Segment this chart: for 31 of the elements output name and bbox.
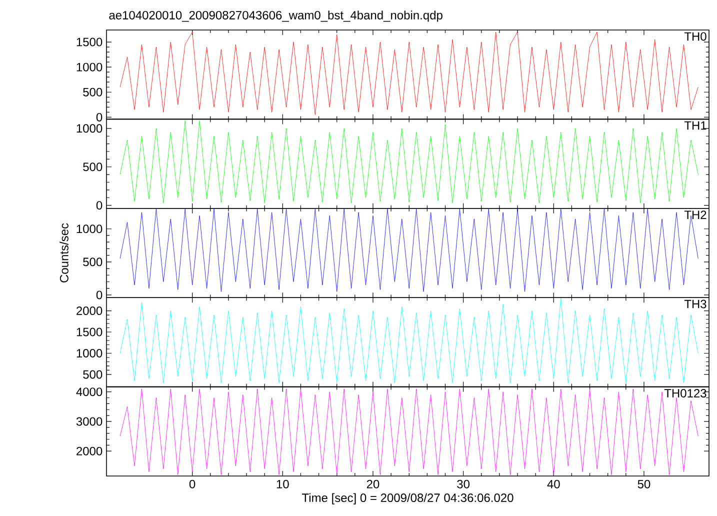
y-tick-label: 500 — [83, 370, 102, 379]
y-tick-label: 500 — [83, 88, 102, 96]
y-tick-label: 1500 — [76, 328, 102, 336]
x-tick-label: 40 — [547, 480, 560, 488]
y-tick-label: 4000 — [76, 388, 102, 396]
y-tick-label: 500 — [83, 258, 102, 266]
x-tick-label: 50 — [638, 480, 650, 488]
y-tick-label: 1000 — [76, 349, 102, 358]
chart-title: ae104020010_20090827043606_wam0_bst_4band_nobin.qdp — [109, 10, 442, 22]
series-label: TH3 — [684, 300, 706, 308]
x-tick-label: 10 — [276, 480, 289, 488]
series-label: TH2 — [684, 210, 706, 219]
x-tick-label: 20 — [366, 480, 380, 488]
y-tick-label: 500 — [83, 162, 102, 172]
x-tick-label: 30 — [457, 480, 470, 488]
y-tick-label: 3000 — [76, 417, 102, 426]
y-tick-label: 2000 — [76, 306, 102, 316]
y-tick-label: 0 — [96, 290, 102, 300]
y-tick-label: 1000 — [76, 62, 102, 72]
x-tick-label: 0 — [189, 480, 196, 488]
y-tick-label: 1500 — [76, 38, 102, 46]
series-label: TH1 — [684, 121, 706, 130]
y-tick-label: 0 — [96, 201, 102, 210]
series-label: TH0 — [684, 32, 706, 41]
series-label: TH0123 — [664, 389, 706, 398]
y-axis-title: Counts/sec — [60, 223, 68, 282]
x-axis-title: Time [sec] 0 = 2009/08/27 04:36:06.020 — [302, 493, 514, 504]
y-tick-label: 1000 — [76, 124, 102, 133]
y-tick-label: 0 — [96, 112, 102, 122]
y-tick-label: 1000 — [76, 224, 102, 234]
y-tick-label: 2000 — [76, 446, 102, 456]
